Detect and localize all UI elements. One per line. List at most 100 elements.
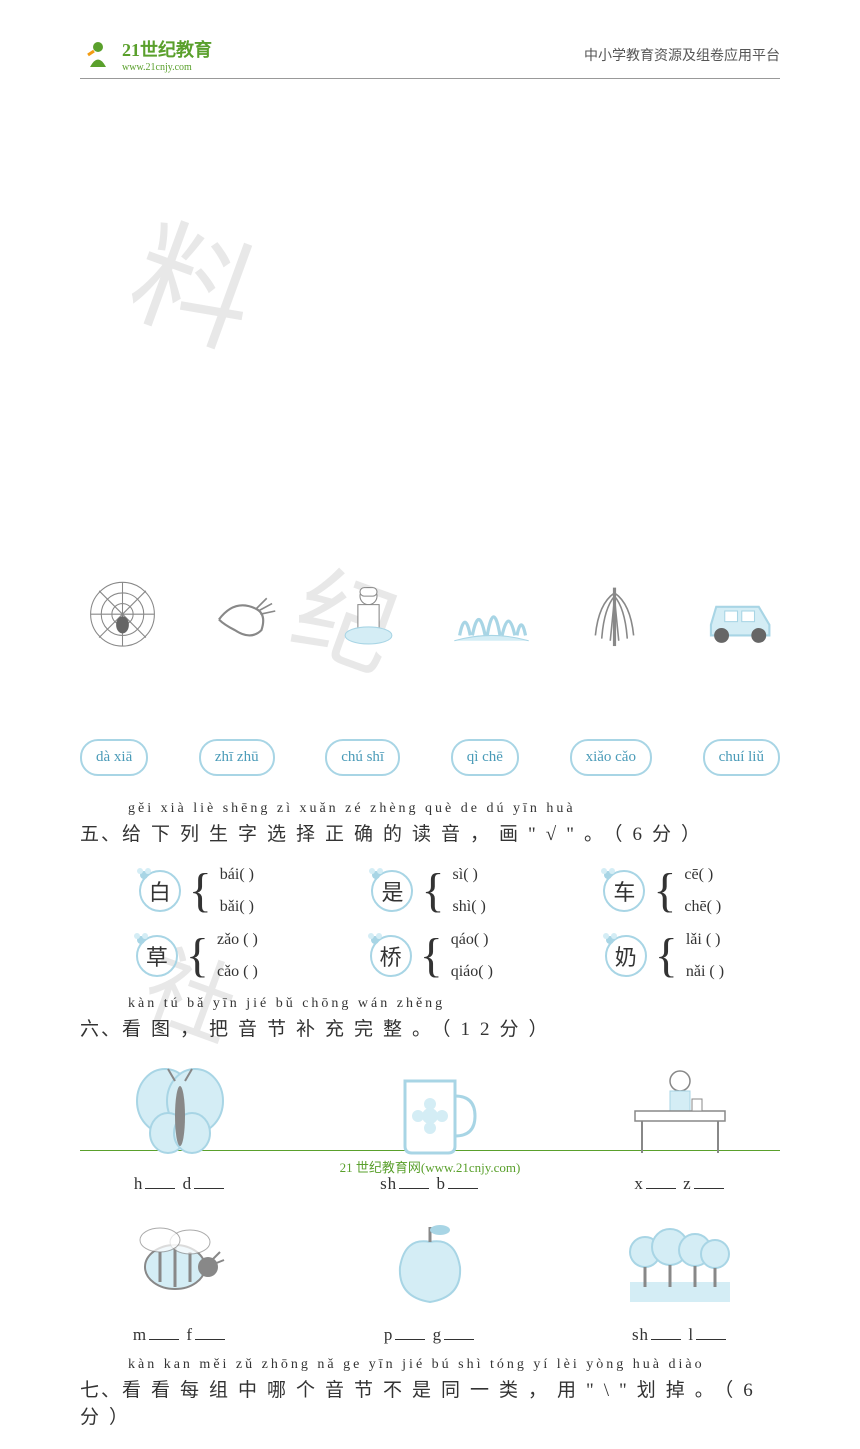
option-text: sì( ): [453, 866, 486, 884]
option-text: nǎi ( ): [686, 963, 724, 981]
page-header: 21世纪教育 www.21cnjy.com 中小学教育资源及组卷应用平台: [0, 30, 860, 80]
blank-line: [149, 1322, 179, 1340]
option-text: cē( ): [684, 866, 721, 884]
char-badge: 白: [139, 870, 181, 912]
forest-img: [620, 1212, 740, 1312]
choice-item: 白 { bái( ) bǎi( ): [139, 866, 254, 916]
cloud-label: xiǎo cǎo: [570, 739, 652, 776]
cloud-label: zhī zhū: [199, 739, 275, 776]
flower-icon: [132, 931, 150, 949]
blank-prefix: x: [634, 1174, 644, 1193]
pinyin-text: gěi xià liè shēng zì xuǎn zé zhèng què d…: [128, 801, 576, 816]
grid-cell: p g: [350, 1212, 510, 1345]
logo-title: 21世纪教育: [122, 36, 212, 62]
choice-options: lǎi ( ) nǎi ( ): [686, 931, 724, 981]
fill-blank: p g: [384, 1322, 476, 1345]
section-number: 五、: [80, 824, 122, 845]
blank-prefix: z: [683, 1174, 692, 1193]
choice-item: 桥 { qáo( )qiáo( ): [370, 931, 493, 981]
choice-item: 奶 { lǎi ( )nǎi ( ): [605, 931, 724, 981]
blank-prefix: m: [133, 1325, 147, 1344]
grid-cell: m f: [100, 1212, 260, 1345]
section-number: 七、: [80, 1380, 122, 1401]
grid-cell: sh b: [350, 1061, 510, 1194]
blank-prefix: f: [186, 1325, 193, 1344]
choice-options: bái( ) bǎi( ): [220, 866, 254, 916]
grass-img: [449, 579, 534, 649]
section6-title: 六、看图，把音节补充完整。（12分）: [80, 1014, 780, 1041]
fill-blank: sh l: [632, 1322, 728, 1345]
fill-blank: x z: [634, 1171, 725, 1194]
choice-item: 草 { zǎo ( ) cǎo ( ): [136, 931, 258, 981]
brace-icon: {: [186, 944, 209, 968]
choice-options: sì( ) shì( ): [453, 866, 486, 916]
char-badge: 草: [136, 935, 178, 977]
blank-line: [195, 1322, 225, 1340]
brace-icon: {: [421, 879, 444, 903]
blank-prefix: b: [436, 1174, 446, 1193]
option-text: bǎi( ): [220, 898, 254, 916]
bee-img: [120, 1212, 240, 1312]
cup-img: [370, 1061, 490, 1161]
option-text: cǎo ( ): [217, 963, 258, 981]
cloud-label: qì chē: [451, 739, 519, 776]
blank-line: [395, 1322, 425, 1340]
flower-icon: [135, 866, 153, 884]
pinyin-text: kàn tú bǎ yīn jié bǔ chōng wán zhěng: [128, 996, 445, 1011]
choices-row-2: 草 { zǎo ( )cǎo ( ) 桥 { qáo( )qiáo( ) 奶 {…: [80, 931, 780, 981]
fill-blank: sh b: [380, 1171, 480, 1194]
blank-line: [444, 1322, 474, 1340]
section7-title: 七、看看每组中哪个音节不是同一类，用"\"划掉。（6分）: [80, 1375, 780, 1429]
option-text: shì( ): [453, 898, 486, 916]
char-badge: 桥: [370, 935, 412, 977]
brace-icon: {: [420, 944, 443, 968]
logo: 21世纪教育 www.21cnjy.com: [80, 36, 212, 74]
fill-blank: h d: [134, 1171, 226, 1194]
pinyin-text: kàn kan měi zǔ zhōng nǎ ge yīn jié bú sh…: [128, 1357, 705, 1372]
blank-line: [651, 1322, 681, 1340]
blank-prefix: d: [183, 1174, 193, 1193]
blank-prefix: l: [688, 1325, 694, 1344]
blank-line: [696, 1322, 726, 1340]
brace-icon: {: [655, 944, 678, 968]
image-grid-row1: h d sh b x z: [100, 1061, 760, 1194]
option-text: zǎo ( ): [217, 931, 258, 949]
car-img: [695, 579, 780, 649]
blank-line: [694, 1171, 724, 1189]
willow-img: [572, 579, 657, 649]
grid-cell: x z: [600, 1061, 760, 1194]
blank-prefix: p: [384, 1325, 394, 1344]
option-text: lǎi ( ): [686, 931, 724, 949]
blank-line: [448, 1171, 478, 1189]
char-badge: 是: [371, 870, 413, 912]
picture-row: [80, 579, 780, 649]
grid-cell: sh l: [600, 1212, 760, 1345]
fill-blank: m f: [133, 1322, 227, 1345]
grid-cell: h d: [100, 1061, 260, 1194]
blank-line: [194, 1171, 224, 1189]
student-desk-img: [620, 1061, 740, 1161]
choice-options: zǎo ( ) cǎo ( ): [217, 931, 258, 981]
brace-icon: {: [189, 879, 212, 903]
choice-options: cē( )chē( ): [684, 866, 721, 916]
cloud-labels: dà xiā zhī zhū chú shī qì chē xiǎo cǎo c…: [80, 739, 780, 776]
choice-item: 是 { sì( ) shì( ): [371, 866, 485, 916]
cloud-label: dà xiā: [80, 739, 148, 776]
flower-icon: [366, 931, 384, 949]
cloud-label: chuí liǔ: [703, 739, 780, 776]
blank-prefix: sh: [632, 1325, 649, 1344]
section5-title: 五、给下列生字选择正确的读音，画"√"。（6分）: [80, 819, 780, 846]
blank-prefix: sh: [380, 1174, 397, 1193]
section-text: 看看每组中哪个音节不是同一类，用"\"划掉。（6分）: [80, 1380, 763, 1428]
main-content: 料 纪 社 dà xiā zhī zhū chú shī qì chē xiǎo…: [80, 110, 780, 1449]
chef-img: [326, 579, 411, 649]
spider-web-img: [80, 579, 165, 649]
apple-img: [370, 1212, 490, 1312]
image-grid-row2: m f p g sh l: [100, 1212, 760, 1345]
butterfly-img: [120, 1061, 240, 1161]
flower-icon: [599, 866, 617, 884]
option-text: bái( ): [220, 866, 254, 884]
char-badge: 车: [603, 870, 645, 912]
cloud-label: chú shī: [325, 739, 400, 776]
section-text: 给下列生字选择正确的读音，画"√"。（6分）: [122, 824, 710, 845]
